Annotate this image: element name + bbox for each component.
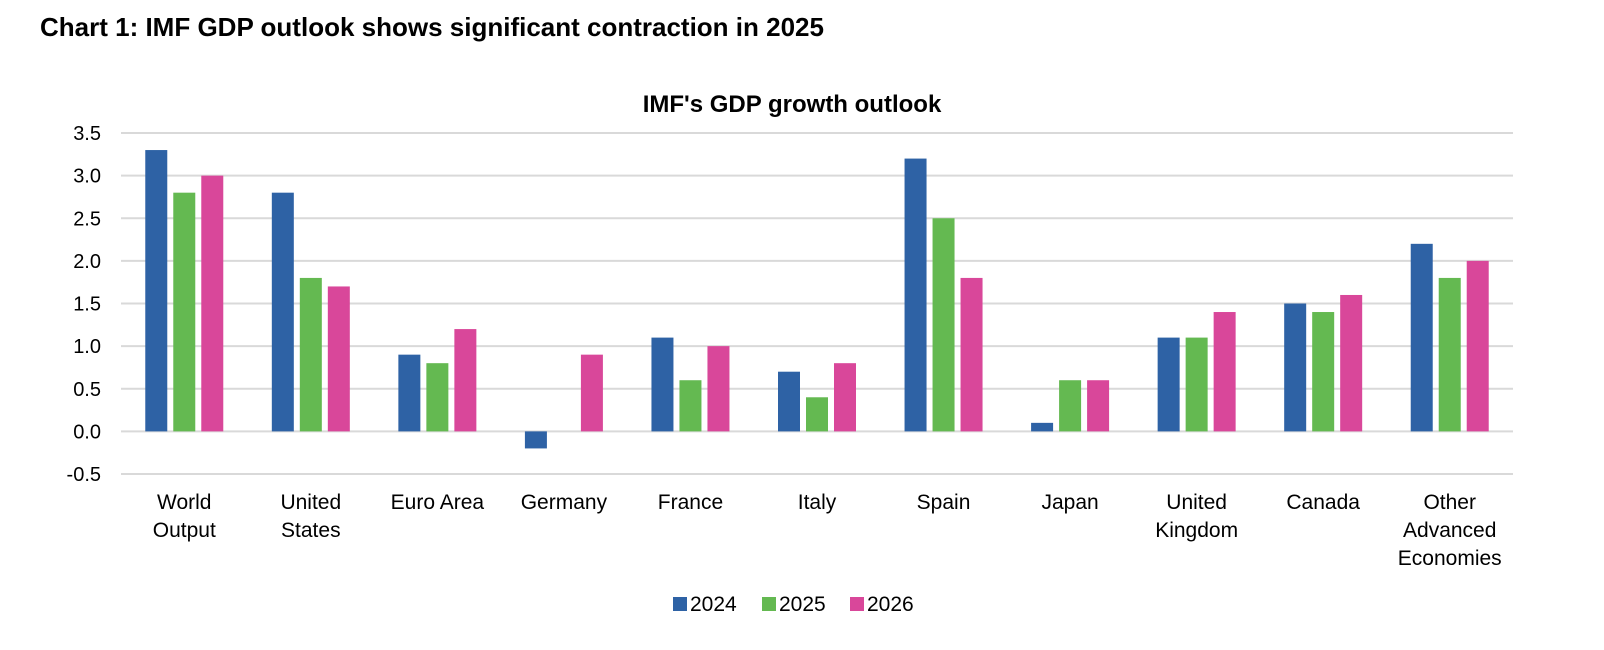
bar-2026 (1213, 312, 1236, 432)
bar-2026 (1087, 380, 1110, 432)
bar-2025 (1185, 337, 1208, 432)
y-tick-label: 2.0 (73, 251, 101, 273)
bar-2024 (1284, 303, 1307, 432)
bar-2024 (651, 337, 674, 432)
bars (145, 150, 1489, 449)
bar-2026 (201, 175, 224, 432)
bar-2024 (1410, 243, 1433, 432)
bar-2024 (145, 150, 168, 432)
bar-2025 (426, 363, 449, 432)
bar-2024 (398, 354, 421, 432)
x-tick-label: Germany (521, 491, 608, 514)
bar-2025 (173, 192, 196, 432)
bar-2024 (271, 192, 294, 432)
bar-2025 (299, 277, 322, 432)
x-tick-label: Italy (798, 491, 837, 514)
bar-2026 (327, 286, 350, 432)
x-tick-label: Euro Area (391, 491, 485, 514)
bar-2025 (679, 380, 702, 432)
x-tick-label: Spain (917, 491, 971, 514)
legend-swatch-2024 (673, 597, 687, 611)
y-tick-label: 1.5 (73, 294, 101, 316)
x-tick-label: Other Advanced Economies (1398, 491, 1502, 570)
bar-2024 (778, 371, 800, 432)
y-tick-label: 0.5 (73, 379, 101, 401)
x-tick-label: United Kingdom (1155, 491, 1238, 542)
bar-2024 (904, 158, 927, 432)
x-tick-label: Japan (1041, 491, 1098, 514)
legend-swatch-2025 (762, 597, 776, 611)
bar-2026 (960, 277, 983, 432)
y-tick-label: 1.0 (73, 336, 101, 358)
x-tick-label: Canada (1286, 491, 1360, 514)
bar-2024 (1031, 422, 1054, 432)
y-tick-label: 0.0 (73, 421, 101, 443)
bar-2026 (707, 346, 730, 432)
legend-swatch-2026 (850, 597, 864, 611)
bar-2025 (1438, 277, 1461, 432)
legend-label-2024: 2024 (690, 593, 737, 616)
bar-2025 (806, 397, 828, 432)
bar-2026 (834, 363, 856, 432)
x-tick-label: United States (280, 491, 341, 542)
bar-2026 (1466, 260, 1489, 432)
x-tick-label: France (658, 491, 723, 514)
bar-2026 (1340, 294, 1363, 432)
y-tick-label: 2.5 (73, 208, 101, 230)
y-axis: -0.5 0.0 0.5 1.0 1.5 2.0 2.5 3.0 3.5 (67, 123, 101, 486)
bar-2024 (524, 431, 547, 449)
x-axis: World Output United States Euro Area Germany F… (153, 491, 1502, 570)
bar-2026 (580, 354, 603, 432)
bar-2026 (454, 329, 477, 432)
y-tick-label: 3.0 (73, 166, 101, 188)
bar-2025 (1059, 380, 1082, 432)
bar-2025 (1312, 312, 1335, 432)
bar-2024 (1157, 337, 1180, 432)
legend-label-2025: 2025 (779, 593, 826, 616)
bar-2025 (932, 218, 955, 432)
legend-label-2026: 2026 (867, 593, 914, 616)
page-heading: Chart 1: IMF GDP outlook shows significa… (40, 12, 824, 42)
x-tick-label: World Output (153, 491, 216, 542)
chart-title: IMF's GDP growth outlook (643, 91, 942, 118)
y-tick-label: 3.5 (73, 123, 101, 145)
legend: 2024 2025 2026 (673, 593, 914, 616)
y-tick-label: -0.5 (67, 464, 101, 486)
